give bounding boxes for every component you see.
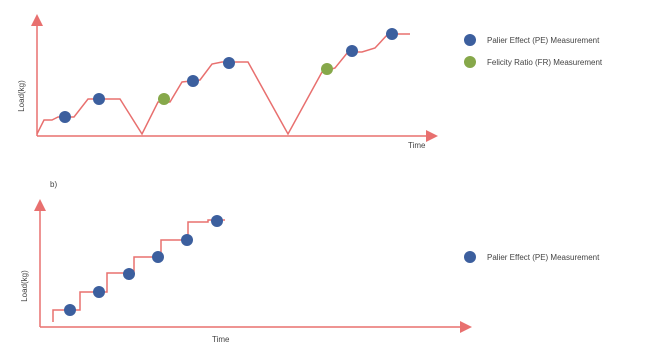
panel-b-y-label: Load(kg) bbox=[20, 270, 29, 302]
panel-b-load-curve bbox=[52, 219, 225, 322]
panel-a-load-curve bbox=[36, 33, 410, 136]
pe-marker bbox=[386, 28, 398, 40]
legend-pe-label: Palier Effect (PE) Measurement bbox=[487, 253, 600, 262]
pe-marker bbox=[152, 251, 164, 263]
legend-fr-marker-icon bbox=[464, 56, 476, 68]
pe-marker bbox=[211, 215, 223, 227]
pe-marker bbox=[187, 75, 199, 87]
fr-marker bbox=[321, 63, 333, 75]
legend-pe-label: Palier Effect (PE) Measurement bbox=[487, 36, 600, 45]
panel-a-x-label: Time bbox=[408, 141, 426, 150]
panel-a-legend: Palier Effect (PE) Measurement Felicity … bbox=[464, 34, 603, 68]
panel-a-y-label: Load(kg) bbox=[17, 80, 26, 112]
panel-a: Load(kg) Time Palier Effect (PE) Measure… bbox=[17, 14, 603, 150]
legend-fr-label: Felicity Ratio (FR) Measurement bbox=[487, 58, 603, 67]
pe-marker bbox=[181, 234, 193, 246]
panel-b-x-label: Time bbox=[212, 335, 230, 344]
pe-marker bbox=[123, 268, 135, 280]
fr-marker bbox=[158, 93, 170, 105]
pe-marker bbox=[59, 111, 71, 123]
pe-marker bbox=[93, 286, 105, 298]
pe-marker bbox=[64, 304, 76, 316]
panel-b-label: b) bbox=[50, 180, 57, 189]
panel-b-legend: Palier Effect (PE) Measurement bbox=[464, 251, 600, 263]
legend-pe-marker-icon bbox=[464, 34, 476, 46]
panel-b: b) Load(kg) Time Palier Effect (PE) Meas… bbox=[20, 180, 600, 344]
pe-marker bbox=[93, 93, 105, 105]
pe-marker bbox=[346, 45, 358, 57]
legend-pe-marker-icon bbox=[464, 251, 476, 263]
pe-marker bbox=[223, 57, 235, 69]
